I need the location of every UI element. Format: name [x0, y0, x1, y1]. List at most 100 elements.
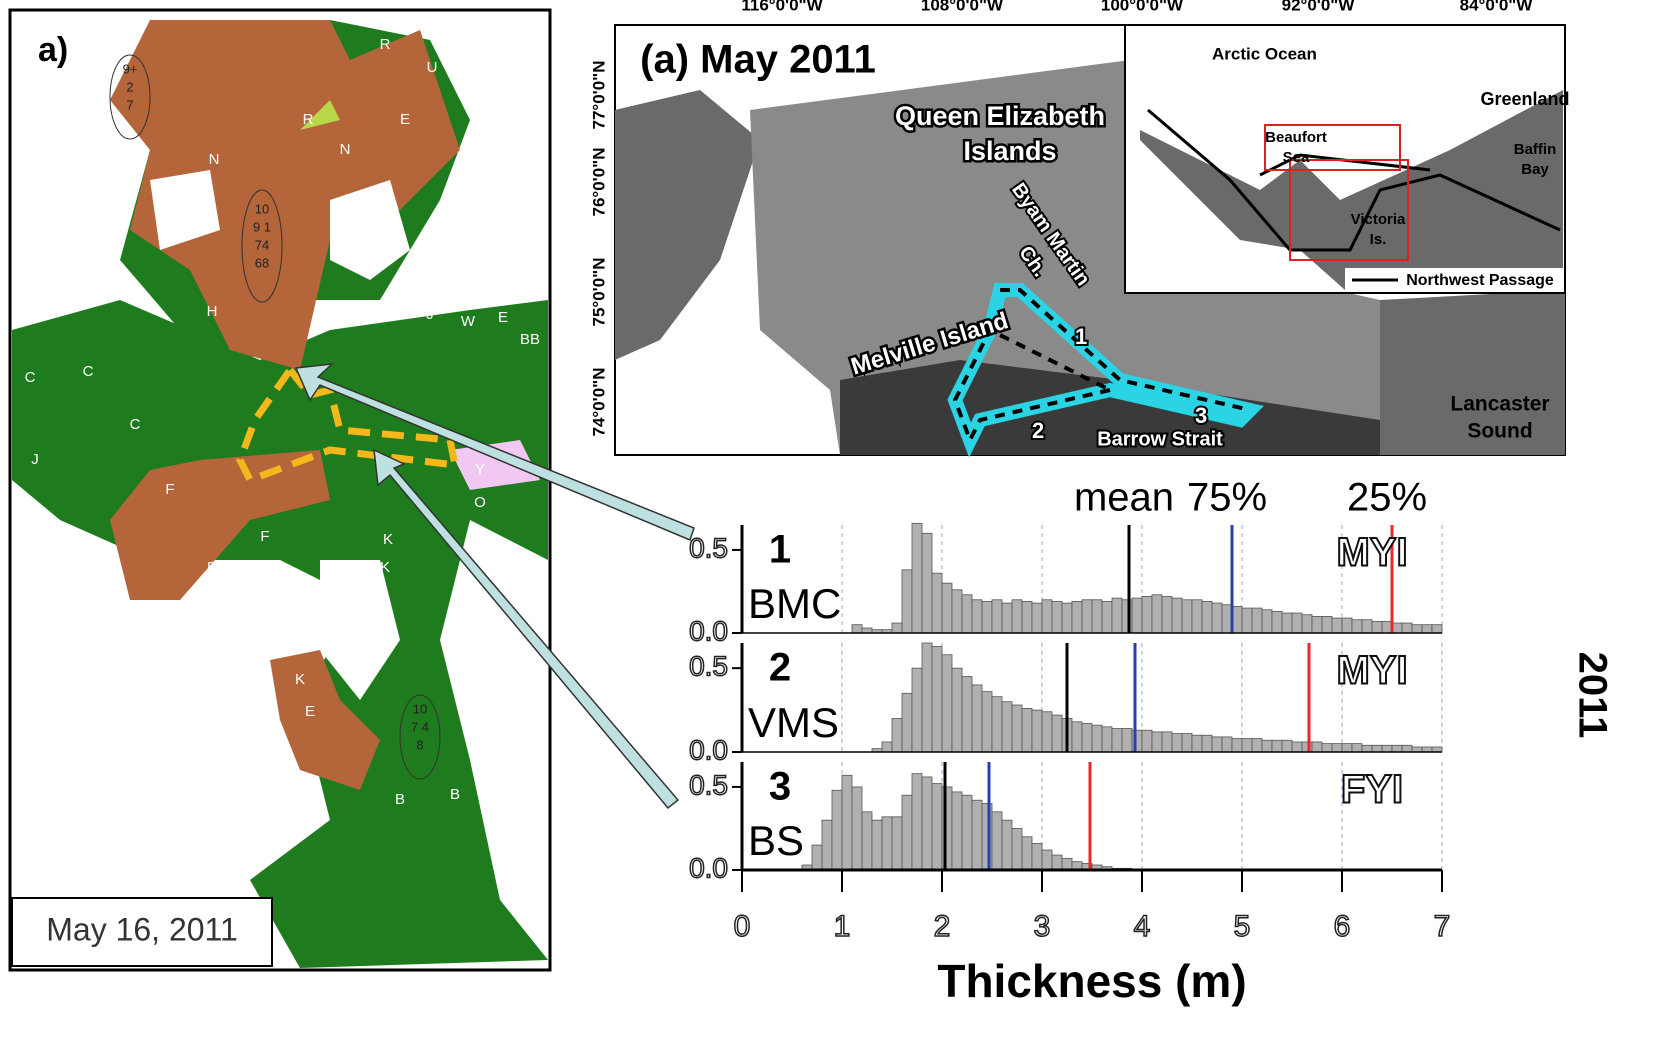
bar	[1282, 613, 1292, 633]
bar	[1192, 735, 1202, 752]
bar	[1392, 745, 1402, 752]
ice-letter: E	[175, 216, 185, 233]
bar	[1432, 747, 1442, 752]
bar	[922, 643, 932, 752]
ice-letter: C	[455, 223, 466, 240]
lon-label: 100°0'0"W	[1101, 0, 1184, 14]
bar	[1112, 598, 1122, 633]
bar	[1342, 744, 1352, 752]
bar	[972, 800, 982, 870]
ice-letter: Y	[475, 461, 485, 478]
bar	[1162, 596, 1172, 633]
bar	[1012, 705, 1022, 752]
site-label: 1	[1075, 324, 1087, 349]
figure: a) May 16, 2011 9+27109 17468107 48 RUEH…	[0, 0, 1654, 1058]
bar	[1022, 708, 1032, 752]
bar	[1402, 745, 1412, 752]
bar	[1372, 621, 1382, 633]
bar	[1012, 828, 1022, 870]
bar	[822, 820, 832, 870]
bar	[1052, 855, 1062, 870]
bar	[1422, 747, 1432, 752]
site-number: 1	[769, 528, 791, 572]
ice-type: MYI	[1336, 531, 1407, 575]
bar	[1192, 600, 1202, 633]
bar	[1432, 625, 1442, 633]
map-label: Barrow Strait	[1097, 428, 1223, 450]
egg-code: 10	[413, 701, 427, 716]
x-tick-label: 5	[1234, 910, 1251, 943]
ice-letter: I	[373, 203, 377, 220]
bar	[962, 677, 972, 752]
bar	[852, 625, 862, 633]
bar	[1062, 858, 1072, 870]
ice-letter: R	[380, 36, 391, 53]
egg-code: 9 1	[253, 219, 271, 234]
bar	[1182, 734, 1192, 752]
x-tick-label: 1	[834, 910, 851, 943]
bar	[1052, 715, 1062, 752]
bar	[1352, 744, 1362, 752]
map-label: Islands	[963, 136, 1056, 166]
bar	[1042, 850, 1052, 870]
bar	[1352, 620, 1362, 633]
bar	[932, 784, 942, 870]
bar	[942, 583, 952, 633]
ice-letter: BB	[520, 331, 540, 348]
y-tick-label: 0.0	[689, 615, 728, 646]
ice-letter: E	[425, 281, 435, 298]
map-label: Sound	[1467, 420, 1532, 443]
lon-label: 92°0'0"W	[1282, 0, 1356, 14]
bar	[1332, 618, 1342, 633]
bar	[902, 570, 912, 633]
bar	[1282, 740, 1292, 752]
bar	[1252, 739, 1262, 752]
bar	[1262, 610, 1272, 633]
bar	[842, 775, 852, 870]
bar	[1212, 603, 1222, 633]
bar	[1132, 598, 1142, 633]
bar	[1062, 603, 1072, 633]
x-tick-label: 4	[1134, 910, 1151, 943]
inset-label: Greenland	[1480, 89, 1569, 109]
egg-code: 74	[255, 237, 269, 252]
bar	[912, 668, 922, 752]
bar	[1112, 729, 1122, 752]
ice-letter: C	[83, 363, 94, 380]
bar	[972, 600, 982, 633]
bar	[1242, 608, 1252, 633]
bar	[1102, 601, 1112, 633]
x-tick-label: 2	[934, 910, 951, 943]
bar	[1202, 735, 1212, 752]
bar	[1082, 723, 1092, 752]
egg-code: 2	[126, 79, 133, 94]
lat-label: 76°0'0"N	[589, 148, 608, 217]
ice-letter: C	[25, 369, 36, 386]
bar	[1202, 601, 1212, 633]
site-name: BS	[748, 817, 804, 864]
bar	[1272, 740, 1282, 752]
egg-code: 10	[255, 201, 269, 216]
bar	[1242, 739, 1252, 752]
bar	[1312, 616, 1322, 633]
ice-letter: J	[31, 451, 39, 468]
ice-type: MYI	[1336, 649, 1407, 693]
bar	[1362, 745, 1372, 752]
ice-type: FYI	[1341, 768, 1403, 812]
ice-letter: B	[515, 801, 525, 818]
bar	[1032, 843, 1042, 870]
bar	[1032, 603, 1042, 633]
bar	[982, 692, 992, 752]
y-tick-label: 0.0	[689, 852, 728, 883]
side-label: 2011	[1570, 652, 1614, 739]
bar	[1172, 598, 1182, 633]
bar	[1042, 712, 1052, 752]
ice-letter: B	[450, 786, 460, 803]
bar	[1152, 732, 1162, 752]
bar	[1412, 747, 1422, 752]
ice-letter: N	[209, 151, 220, 168]
inset-label: Is.	[1370, 231, 1387, 248]
bar	[892, 817, 902, 870]
bar	[992, 600, 1002, 633]
bar	[992, 697, 1002, 752]
